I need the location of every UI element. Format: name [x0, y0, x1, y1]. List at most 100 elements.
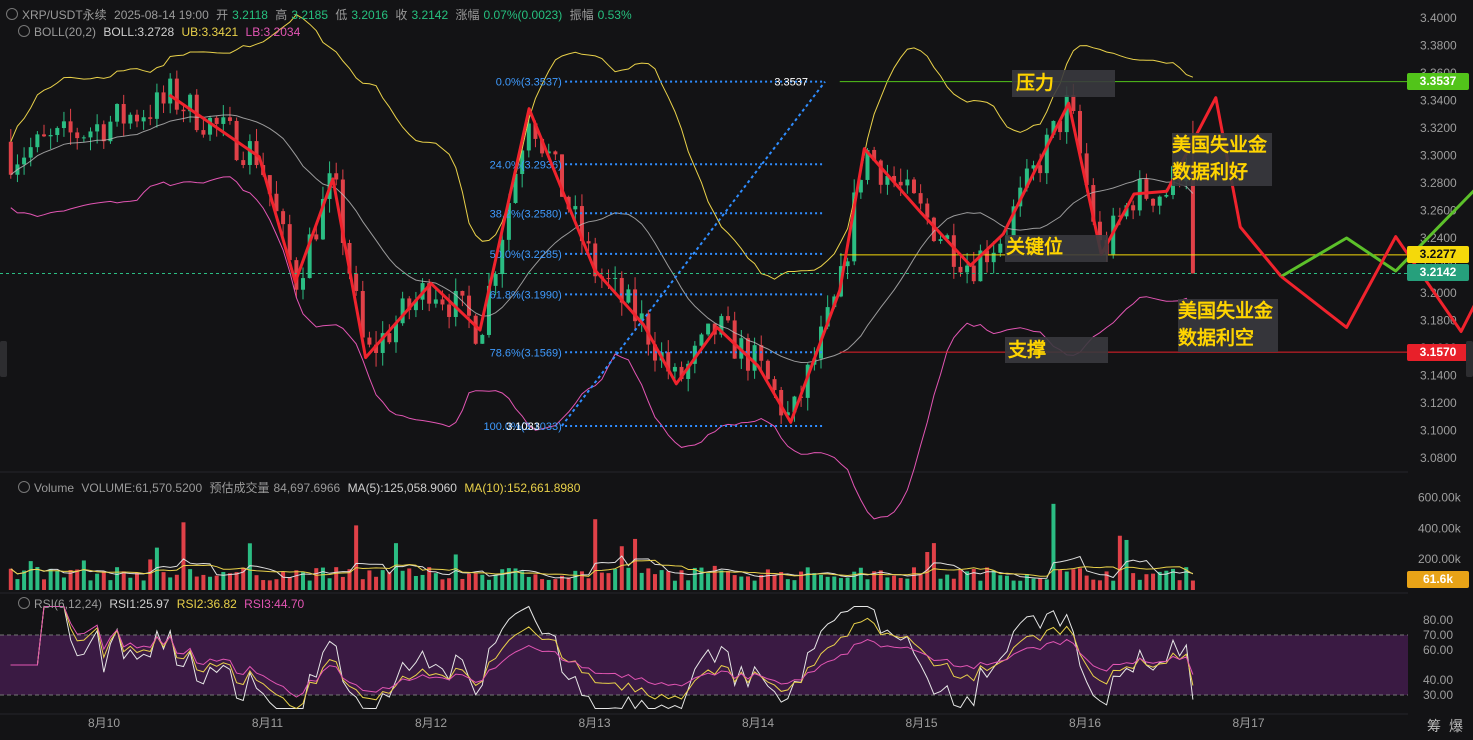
volume-bar	[1117, 535, 1122, 590]
left-panel-handle[interactable]	[0, 341, 7, 377]
candle-body	[447, 304, 452, 317]
volume-bar	[533, 574, 538, 590]
candle-body	[553, 151, 558, 155]
candle-body	[593, 243, 598, 277]
candle-body	[825, 307, 830, 327]
volume-bar	[905, 578, 910, 590]
volume-bar	[573, 570, 578, 590]
candle-body	[619, 277, 624, 303]
volume-bar	[672, 580, 677, 590]
candle-body	[287, 224, 292, 261]
volume-bar	[852, 571, 857, 590]
candle-body	[22, 157, 27, 165]
price-axis-label: 3.1000	[1420, 424, 1457, 438]
volume-bar	[340, 576, 345, 590]
volume-bar	[88, 580, 93, 590]
candle-body	[1024, 168, 1029, 188]
volume-bar	[334, 567, 339, 590]
volume-axis-label: 200.00k	[1418, 552, 1462, 566]
volume-bar	[1151, 573, 1156, 590]
volume-bar	[460, 578, 465, 590]
candle-body	[1038, 165, 1043, 174]
candle-body	[68, 121, 73, 133]
chips-button[interactable]: 筹	[1427, 718, 1441, 734]
volume-bar	[1018, 580, 1023, 590]
candle-body	[752, 345, 757, 371]
fib-level-label: 24.0%(3.2936)	[490, 159, 562, 171]
candle-body	[779, 390, 784, 416]
candle-body	[274, 193, 279, 212]
volume-bar	[606, 573, 611, 590]
candle-body	[1097, 221, 1102, 241]
volume-bar	[473, 573, 478, 590]
candle-body	[201, 130, 206, 135]
eye-icon[interactable]	[18, 597, 30, 609]
swing-low-label: 3.1033	[506, 421, 540, 433]
volume-bar	[613, 568, 618, 590]
time-axis-label: 8月14	[742, 716, 774, 730]
volume-bar	[765, 569, 770, 590]
candle-body	[639, 313, 644, 322]
candle-body	[686, 363, 691, 379]
volume-bar	[480, 574, 485, 590]
volume-bar	[712, 565, 717, 590]
candle-body	[247, 141, 252, 165]
candle-body	[440, 299, 445, 305]
volume-bar	[128, 577, 133, 590]
volume-ma10-line	[10, 559, 1194, 577]
price-axis-label: 3.3400	[1420, 94, 1457, 108]
volume-bar	[865, 579, 870, 590]
volume-bar	[745, 576, 750, 590]
amplitude-value: 0.53%	[597, 8, 632, 22]
volume-bar	[566, 577, 571, 590]
support-price-tag: 3.1570	[1407, 344, 1469, 361]
candle-body	[35, 134, 40, 148]
volume-bar	[400, 570, 405, 590]
candle-body	[785, 412, 790, 416]
rsi-axis-label: 80.00	[1423, 613, 1453, 627]
candle-body	[978, 250, 983, 282]
candle-body	[526, 123, 531, 151]
price-axis-label: 3.3200	[1420, 121, 1457, 135]
candle-body	[533, 123, 538, 139]
volume-bar	[35, 566, 40, 590]
volume-bar	[247, 543, 252, 590]
volume-bar	[301, 572, 306, 590]
collapse-icon[interactable]	[6, 8, 18, 20]
candle-body	[918, 193, 923, 204]
volume-bar	[560, 575, 565, 590]
eye-icon[interactable]	[18, 481, 30, 493]
right-panel-handle[interactable]	[1466, 341, 1473, 377]
candle-body	[267, 175, 272, 194]
candle-body	[513, 173, 518, 203]
volume-bar	[1091, 579, 1096, 590]
candle-body	[560, 154, 565, 197]
price-axis-label: 3.2600	[1420, 204, 1457, 218]
swing-high-label: 3.3537	[774, 77, 808, 89]
candle-body	[652, 344, 657, 361]
volume-bar	[931, 543, 936, 590]
volume-bar	[1071, 569, 1076, 590]
rsi2-line	[10, 606, 1194, 710]
candle-body	[1044, 134, 1049, 174]
candle-body	[340, 179, 345, 243]
volume-bar	[526, 576, 531, 590]
liquidation-button[interactable]: 爆	[1449, 718, 1463, 734]
time-axis-label: 8月13	[578, 716, 610, 730]
volume-bar	[513, 568, 518, 590]
candle-body	[387, 333, 392, 343]
volume-value: VOLUME:61,570.5200	[81, 481, 203, 495]
fib-level-label: 38.2%(3.2580)	[490, 208, 562, 220]
candle-body	[354, 273, 359, 292]
volume-bar	[354, 525, 359, 590]
candle-body	[892, 175, 897, 182]
volume-bar	[626, 567, 631, 590]
volume-bar	[593, 519, 598, 590]
volume-bar	[241, 567, 246, 590]
estimated-volume-label: 预估成交量	[209, 481, 270, 495]
volume-bar	[28, 561, 33, 590]
volume-bar	[779, 571, 784, 590]
candle-body	[965, 265, 970, 273]
eye-icon[interactable]	[18, 25, 30, 37]
